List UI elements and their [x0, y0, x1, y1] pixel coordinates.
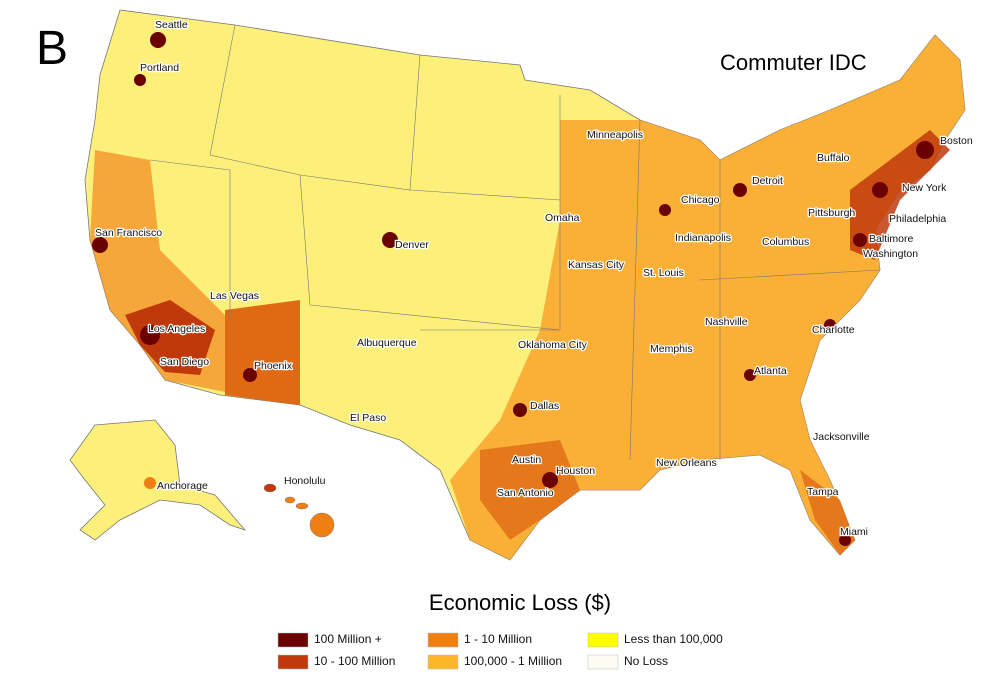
legend-label: 10 - 100 Million: [314, 654, 395, 668]
city-label: Honolulu: [284, 475, 326, 487]
city-label: Indianapolis: [675, 232, 731, 244]
city-label: Jacksonville: [813, 431, 870, 443]
city-label: Albuquerque: [357, 337, 417, 349]
anchorage-hotspot: [144, 477, 156, 489]
city-label: Washington: [863, 248, 918, 260]
arizona-region: [225, 300, 300, 405]
hawaii: [263, 483, 335, 538]
city-label: Nashville: [705, 316, 748, 328]
city-label: Tampa: [807, 486, 839, 498]
northeast-region: [850, 130, 950, 260]
legend-label: No Loss: [624, 654, 668, 668]
city-label: San Antonio: [497, 487, 554, 499]
city-label: Austin: [512, 454, 541, 466]
legend-swatch: [427, 632, 459, 648]
city-label: New York: [902, 182, 947, 194]
city-label: San Francisco: [95, 227, 162, 239]
legend-title: Economic Loss ($): [429, 590, 611, 615]
city-label: New Orleans: [656, 457, 717, 469]
city-label: El Paso: [350, 412, 386, 424]
legend-label: 1 - 10 Million: [464, 632, 532, 646]
city-label: Charlotte: [812, 324, 855, 336]
city-label: Las Vegas: [210, 290, 259, 302]
city-label: Phoenix: [254, 360, 293, 372]
city-label: Memphis: [650, 343, 693, 355]
city-label: Anchorage: [157, 480, 208, 492]
base-map: [69, 9, 966, 561]
map-title: Commuter IDC: [720, 50, 867, 75]
city-label: San Diego: [160, 356, 209, 368]
legend-swatch: [587, 632, 619, 648]
city-label: Pittsburgh: [808, 207, 855, 219]
state-borders: [149, 24, 881, 461]
city-label: Minneapolis: [587, 129, 643, 141]
legend-swatch: [427, 654, 459, 670]
city-label: Baltimore: [869, 233, 914, 245]
panel-label: B: [36, 22, 68, 75]
florida-region: [800, 470, 855, 555]
city-labels: Seattle Portland San Francisco Las Vegas Los…: [94, 18, 974, 540]
city-label: Portland: [140, 62, 179, 74]
city-label: Buffalo: [817, 152, 850, 164]
legend-swatch: [277, 654, 309, 670]
city-label: Seattle: [155, 19, 188, 31]
legend-swatch: [277, 632, 309, 648]
city-hotspots: [92, 32, 934, 546]
legend-label: 100 Million +: [314, 632, 382, 646]
legend-label: 100,000 - 1 Million: [464, 654, 562, 668]
legend-label: Less than 100,000: [624, 632, 723, 646]
city-label: Atlanta: [754, 365, 787, 377]
socal-region: [125, 300, 215, 375]
east-region: [450, 35, 965, 560]
city-label: Oklahoma City: [518, 339, 588, 351]
city-label: Kansas City: [568, 259, 625, 271]
city-label: Dallas: [530, 400, 559, 412]
city-label: Boston: [940, 135, 973, 147]
city-label: Los Angeles: [148, 323, 205, 335]
city-label: St. Louis: [643, 267, 684, 279]
city-label: Omaha: [545, 212, 580, 224]
legend: 100 Million + 10 - 100 Million 1 - 10 Mill…: [277, 632, 723, 670]
city-label: Houston: [556, 465, 595, 477]
city-label: Denver: [395, 239, 429, 251]
city-label: Chicago: [681, 194, 720, 206]
legend-swatch: [587, 654, 619, 670]
texas-region: [480, 440, 580, 540]
city-label: Miami: [840, 526, 868, 538]
city-label: Philadelphia: [889, 213, 946, 225]
alaska: [69, 419, 247, 541]
city-label: Detroit: [752, 175, 783, 187]
city-label: Columbus: [762, 236, 809, 248]
